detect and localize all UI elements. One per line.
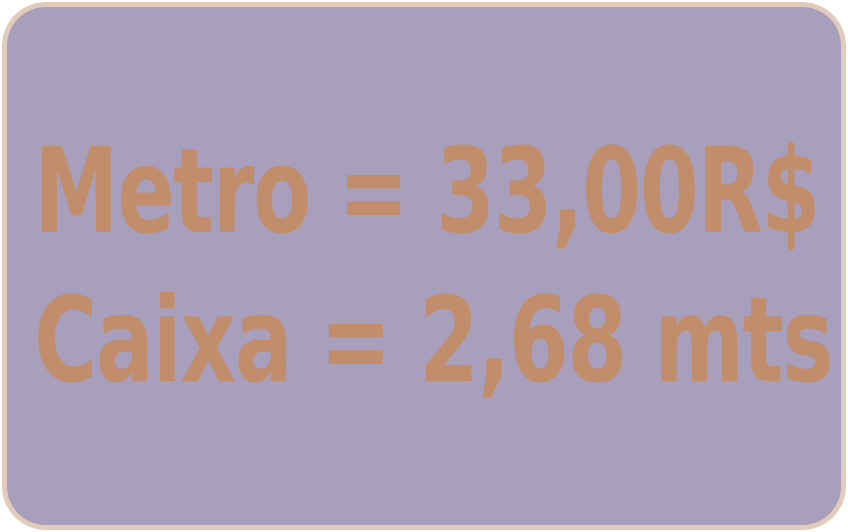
meters-per-box-text: Caixa = 2,68 mts: [34, 271, 834, 409]
price-per-meter-text: Metro = 33,00R$: [34, 122, 821, 260]
